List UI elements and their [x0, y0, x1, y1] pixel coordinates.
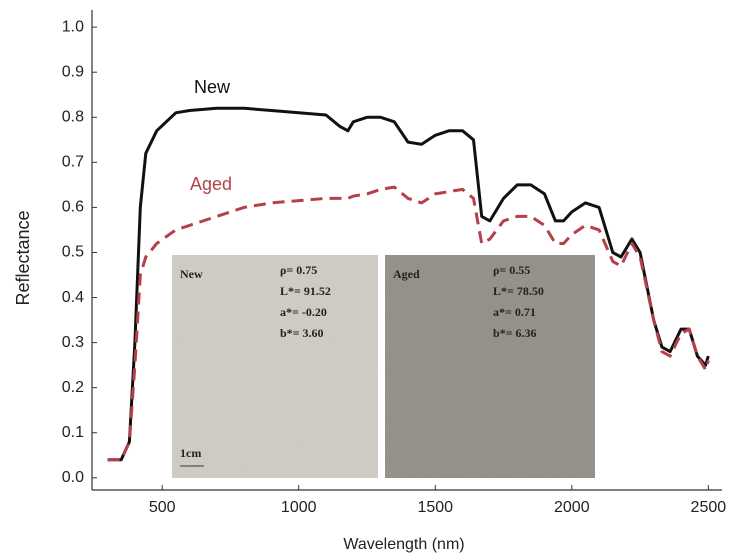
x-tick-label: 1000: [281, 499, 317, 516]
inset-value: a*= -0.20: [280, 305, 327, 319]
series-label: New: [194, 77, 231, 97]
y-tick-label: 0.3: [62, 334, 84, 351]
y-tick-label: 1.0: [62, 18, 84, 35]
y-tick-label: 0.6: [62, 199, 84, 216]
x-tick-label: 500: [149, 499, 176, 516]
inset-title: New: [180, 267, 203, 281]
series-line: [107, 106, 710, 462]
y-tick-label: 0.4: [62, 289, 84, 306]
inset-value: L*= 78.50: [493, 284, 544, 298]
y-tick-label: 0.5: [62, 244, 84, 261]
scale-label: 1cm: [180, 446, 201, 460]
y-tick-label: 0.0: [62, 469, 84, 486]
inset-value: b*= 6.36: [493, 326, 537, 340]
series-label: Aged: [190, 174, 232, 194]
inset-texture: [385, 255, 595, 478]
inset-value: ρ= 0.75: [280, 263, 317, 277]
x-tick-label: 2000: [554, 499, 590, 516]
y-axis-title: Reflectance: [13, 210, 33, 305]
x-axis-title: Wavelength (nm): [343, 536, 464, 553]
y-tick-label: 0.8: [62, 108, 84, 125]
inset-value: ρ= 0.55: [493, 263, 530, 277]
x-tick-label: 2500: [691, 499, 727, 516]
series-line: [107, 185, 710, 462]
inset-value: a*= 0.71: [493, 305, 536, 319]
inset-value: L*= 91.52: [280, 284, 331, 298]
y-tick-label: 0.9: [62, 63, 84, 80]
inset-value: b*= 3.60: [280, 326, 324, 340]
x-tick-label: 1500: [417, 499, 453, 516]
inset-texture: [172, 255, 378, 478]
y-tick-label: 0.2: [62, 379, 84, 396]
inset-title: Aged: [393, 267, 420, 281]
y-tick-label: 0.7: [62, 154, 84, 171]
y-tick-label: 0.1: [62, 424, 84, 441]
